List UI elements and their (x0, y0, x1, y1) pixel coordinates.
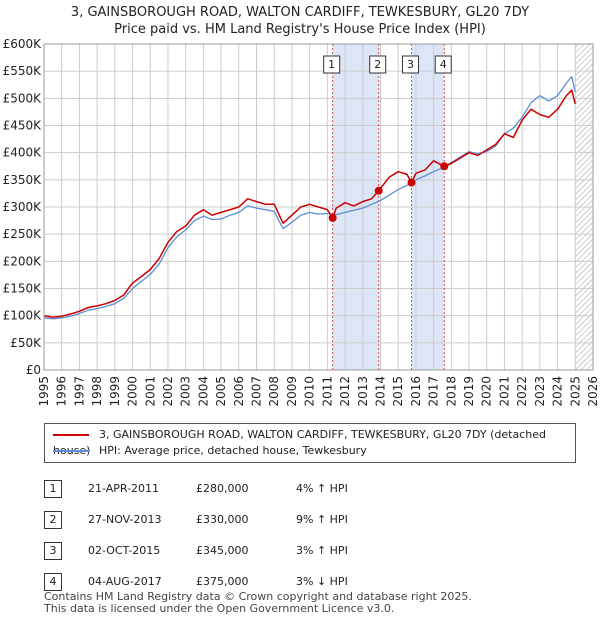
x-tick-label: 2003 (179, 376, 193, 407)
table-row: 4 04-AUG-2017 £375,000 3% ↓ HPI (44, 566, 348, 597)
footer-notice: Contains HM Land Registry data © Crown c… (44, 591, 472, 615)
transaction-hpi-change: 4% ↑ HPI (296, 482, 348, 495)
x-tick-label: 2020 (480, 376, 494, 407)
transaction-price: £330,000 (196, 513, 249, 526)
x-tick-label: 1996 (55, 376, 69, 407)
chart-legend: 3, GAINSBOROUGH ROAD, WALTON CARDIFF, TE… (44, 423, 576, 463)
x-tick-label: 2018 (444, 376, 458, 407)
sale-point-4 (440, 162, 449, 171)
transaction-hpi-change: 3% ↓ HPI (296, 575, 348, 588)
x-tick-label: 1995 (37, 376, 51, 407)
x-tick-label: 1999 (108, 376, 122, 407)
y-tick-label: £150K (3, 282, 43, 296)
sale-point-1 (328, 213, 337, 222)
x-tick-label: 2015 (391, 376, 405, 407)
transaction-date: 21-APR-2011 (88, 482, 160, 495)
transaction-number: 3 (44, 541, 62, 560)
transaction-number: 4 (44, 572, 62, 591)
x-tick-label: 2022 (515, 376, 529, 407)
x-tick-label: 2023 (533, 376, 547, 407)
sale-label-1: 1 (328, 58, 335, 71)
y-tick-label: £50K (10, 336, 42, 350)
transaction-price: £280,000 (196, 482, 249, 495)
x-tick-label: 2021 (497, 376, 511, 407)
x-tick-label: 2025 (568, 376, 582, 407)
transaction-price: £375,000 (196, 575, 249, 588)
legend-label-hpi: HPI: Average price, detached house, Tewk… (99, 444, 367, 457)
legend-item-property: 3, GAINSBOROUGH ROAD, WALTON CARDIFF, TE… (53, 427, 575, 457)
transaction-price: £345,000 (196, 544, 249, 557)
y-tick-label: £250K (3, 227, 43, 241)
chart-title-line2: Price paid vs. HM Land Registry's House … (114, 22, 486, 37)
y-tick-label: £400K (3, 146, 43, 160)
x-tick-label: 2005 (214, 376, 228, 407)
x-tick-label: 2000 (126, 376, 140, 407)
sale-label-box-2 (369, 55, 387, 74)
footer-copyright: Contains HM Land Registry data © Crown c… (44, 590, 472, 603)
y-tick-label: £300K (3, 200, 43, 214)
y-tick-label: £200K (3, 254, 43, 268)
x-tick-label: 2002 (161, 376, 175, 407)
y-tick-label: £550K (3, 64, 43, 78)
transaction-number: 2 (44, 510, 62, 529)
x-tick-label: 2016 (409, 376, 423, 407)
sale-label-2: 2 (374, 58, 381, 71)
transaction-hpi-change: 9% ↑ HPI (296, 513, 348, 526)
x-tick-label: 2019 (462, 376, 476, 407)
transaction-hpi-change: 3% ↑ HPI (296, 544, 348, 557)
x-tick-label: 2014 (373, 376, 387, 407)
hpi-series-line (43, 75, 576, 320)
x-tick-label: 2024 (551, 376, 565, 407)
x-tick-label: 1997 (72, 376, 86, 407)
table-row: 1 21-APR-2011 £280,000 4% ↑ HPI (44, 473, 348, 504)
chart-title-line1: 3, GAINSBOROUGH ROAD, WALTON CARDIFF, TE… (70, 5, 530, 20)
x-tick-label: 2010 (303, 376, 317, 407)
transaction-date: 27-NOV-2013 (88, 513, 162, 526)
x-tick-label: 2008 (267, 376, 281, 407)
x-tick-label: 2004 (196, 376, 210, 407)
legend-item-hpi: HPI: Average price, detached house, Tewk… (53, 443, 367, 459)
transaction-date: 02-OCT-2015 (88, 544, 161, 557)
legend-swatch-property (53, 434, 89, 436)
transaction-number: 1 (44, 479, 62, 498)
sale-label-box-3 (401, 55, 419, 74)
sale-label-4: 4 (440, 58, 447, 71)
sale-label-box-4 (434, 55, 452, 74)
x-tick-label: 2012 (338, 376, 352, 407)
y-tick-label: £500K (3, 91, 43, 105)
y-tick-label: £100K (3, 309, 43, 323)
x-tick-label: 2006 (232, 376, 246, 407)
sale-label-box-1 (323, 55, 341, 74)
footer-licence: This data is licensed under the Open Gov… (44, 602, 395, 615)
transaction-date: 04-AUG-2017 (88, 575, 162, 588)
x-tick-label: 2001 (143, 376, 157, 407)
property-series-line (43, 89, 577, 319)
y-tick-label: £600K (3, 37, 43, 51)
x-tick-label: 2017 (427, 376, 441, 407)
y-tick-label: £350K (3, 173, 43, 187)
y-tick-label: £0 (26, 363, 41, 377)
y-tick-label: £450K (3, 119, 43, 133)
x-tick-label: 2026 (586, 376, 600, 407)
price-chart: £0 £50K £100K £150K £200K £250K £300K £350K £400… (3, 37, 600, 407)
sale-label-3: 3 (407, 58, 414, 71)
legend-swatch-hpi (53, 450, 89, 452)
x-tick-label: 2013 (356, 376, 370, 407)
sale-point-2 (374, 186, 383, 195)
sale-point-3 (407, 178, 416, 187)
x-tick-label: 1998 (90, 376, 104, 407)
x-tick-label: 2009 (285, 376, 299, 407)
x-tick-label: 2011 (320, 376, 334, 407)
table-row: 3 02-OCT-2015 £345,000 3% ↑ HPI (44, 535, 348, 566)
table-row: 2 27-NOV-2013 £330,000 9% ↑ HPI (44, 504, 348, 535)
x-tick-label: 2007 (250, 376, 264, 407)
transactions-table: 1 21-APR-2011 £280,000 4% ↑ HPI 2 27-NOV… (44, 473, 348, 597)
plot-frame (43, 43, 594, 371)
